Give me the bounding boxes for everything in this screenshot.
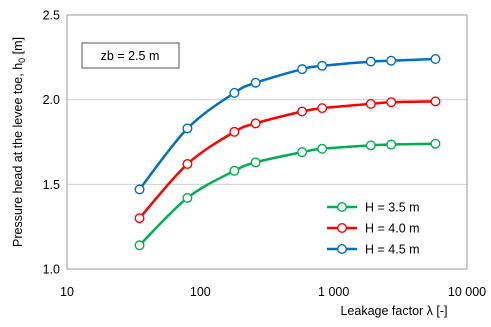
x-tick-label: 1 000 [318,285,349,299]
data-point [317,143,328,154]
data-point [182,192,193,203]
data-point [134,240,145,251]
data-point [297,106,308,117]
legend: H = 3.5 m H = 4.0 m H = 4.5 m [327,201,420,257]
data-point [134,184,145,195]
y-tick-label: 2.5 [43,9,60,23]
annotation-text: zb = 2.5 m [101,49,160,63]
data-point [317,60,328,71]
legend-marker [337,201,348,212]
data-point [297,147,308,158]
gridlines [67,99,467,185]
data-point [365,56,376,67]
y-tick-label: 2.0 [43,93,60,107]
data-point [229,87,240,98]
data-point [365,140,376,151]
data-point [430,138,441,149]
data-point [134,213,145,224]
data-point [386,97,397,108]
data-point [182,159,193,170]
plot-area-border [66,14,468,270]
x-axis-title: Leakage factor λ [-] [340,304,447,318]
y-axis-title-unit: [m] [11,37,25,58]
x-tick-label: 100 [190,285,211,299]
data-point [317,103,328,114]
legend-marker [337,222,348,233]
legend-label: H = 3.5 m [365,201,420,215]
data-point [365,98,376,109]
series-layer [134,54,441,251]
data-point [430,54,441,65]
y-tick-label: 1.0 [43,263,60,277]
y-axis-title-subscript: 0 [17,58,27,63]
y-axis-title-main: Pressure head at the levee toe, h [11,63,25,247]
data-point [182,123,193,134]
data-point [297,64,308,75]
x-tick-label: 10 [60,285,74,299]
legend-label: H = 4.5 m [365,243,420,257]
y-axis-title: Pressure head at the levee toe, h0 [m] [11,37,27,247]
data-point [430,96,441,107]
data-point [229,126,240,137]
tick-labels: 1.0 1.5 2.0 2.5 10 100 1 000 10 000 [43,9,487,300]
x-tick-label: 10 000 [448,285,486,299]
data-point [250,77,261,88]
annotation-box: zb = 2.5 m [81,42,180,69]
series-line-3 [138,57,436,191]
data-point [250,157,261,168]
legend-marker [337,243,348,254]
data-point [386,139,397,150]
data-point [386,55,397,66]
data-point [250,118,261,129]
legend-label: H = 4.0 m [365,222,420,236]
y-tick-label: 1.5 [43,178,60,192]
data-point [229,165,240,176]
